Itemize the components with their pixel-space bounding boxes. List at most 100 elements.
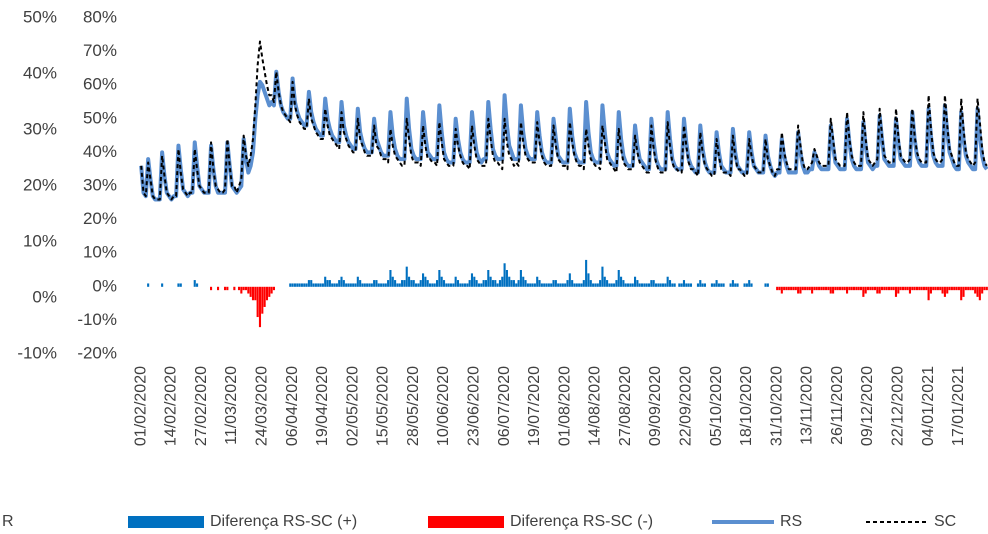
bar (908, 286, 912, 294)
bar (820, 286, 823, 291)
bar (920, 286, 923, 291)
bar (971, 286, 974, 291)
bar (475, 280, 478, 287)
bar (839, 286, 842, 291)
bar (873, 286, 877, 291)
bar (505, 270, 508, 287)
bar (370, 283, 373, 287)
bar (657, 283, 660, 287)
bar (915, 286, 918, 291)
bar (161, 283, 164, 287)
bar (734, 283, 737, 287)
bar (380, 283, 383, 287)
bar (859, 286, 863, 291)
bar (897, 286, 900, 294)
bar (440, 276, 443, 287)
bar (764, 283, 767, 287)
bar (832, 286, 835, 294)
bar (317, 283, 320, 287)
bar (575, 283, 578, 287)
bar (547, 283, 550, 287)
bar (654, 283, 658, 287)
bar (272, 286, 276, 291)
bar (193, 280, 196, 287)
x-tick-label: 24/03/2020 (254, 366, 271, 446)
bar (841, 286, 844, 291)
bar (501, 276, 504, 287)
bar (808, 286, 811, 291)
bar (848, 286, 851, 291)
bar (349, 283, 352, 287)
x-tick-label: 09/09/2020 (647, 366, 664, 446)
bar (699, 280, 702, 287)
y-tick-label: -10% (77, 310, 117, 329)
legend-label: Diferença RS-SC (+) (210, 513, 357, 530)
bar (394, 280, 397, 287)
bar (974, 286, 977, 294)
bar (927, 286, 930, 301)
y-tick-label: 20% (83, 209, 117, 228)
legend-label: Diferença RS-SC (-) (510, 513, 653, 530)
bar (862, 286, 865, 297)
x-tick-label: 17/01/2021 (950, 366, 967, 446)
bar (852, 286, 856, 291)
bar (384, 283, 387, 287)
bar (629, 283, 632, 287)
bar (876, 286, 879, 294)
bar (596, 283, 599, 287)
bar (962, 286, 965, 297)
bar (237, 286, 241, 291)
y-tick-label: 60% (83, 75, 117, 94)
bar (855, 286, 858, 291)
bar (531, 283, 534, 287)
bar (967, 286, 970, 291)
bar (568, 273, 571, 287)
bar (477, 283, 481, 287)
bar (431, 283, 434, 287)
bar (247, 286, 250, 294)
bar (792, 286, 795, 291)
bar (307, 280, 310, 287)
bar (363, 283, 366, 287)
bar (310, 280, 313, 287)
bar (321, 283, 324, 287)
bar (687, 283, 690, 287)
bar (827, 286, 830, 291)
bar (571, 280, 574, 287)
bar (578, 283, 581, 287)
bar (319, 283, 322, 287)
bar (617, 270, 620, 287)
bar (396, 283, 399, 287)
bar (610, 283, 613, 287)
bar (503, 263, 506, 287)
bar-series (210, 286, 988, 328)
bar (519, 270, 522, 287)
bar (410, 280, 413, 287)
bar (289, 283, 292, 287)
bar (638, 283, 641, 287)
bar (536, 276, 539, 287)
bar (748, 280, 751, 287)
bar (585, 259, 588, 287)
x-tick-label: 06/07/2020 (496, 366, 513, 446)
bar (408, 276, 411, 287)
bar (871, 286, 874, 291)
bar (550, 283, 553, 287)
bar (298, 283, 301, 287)
bar (780, 286, 783, 294)
bar (454, 276, 457, 287)
bar (345, 283, 348, 287)
bar (328, 280, 331, 287)
bar (352, 283, 355, 287)
bar (846, 286, 849, 294)
x-tick-label: 27/08/2020 (617, 366, 634, 446)
bar (270, 286, 273, 294)
x-tick-label: 27/02/2020 (193, 366, 210, 446)
bar (801, 286, 804, 291)
x-tick-label: 09/12/2020 (859, 366, 876, 446)
bar (389, 270, 392, 287)
bar (866, 286, 870, 291)
bar (293, 283, 296, 287)
bar (210, 286, 213, 291)
